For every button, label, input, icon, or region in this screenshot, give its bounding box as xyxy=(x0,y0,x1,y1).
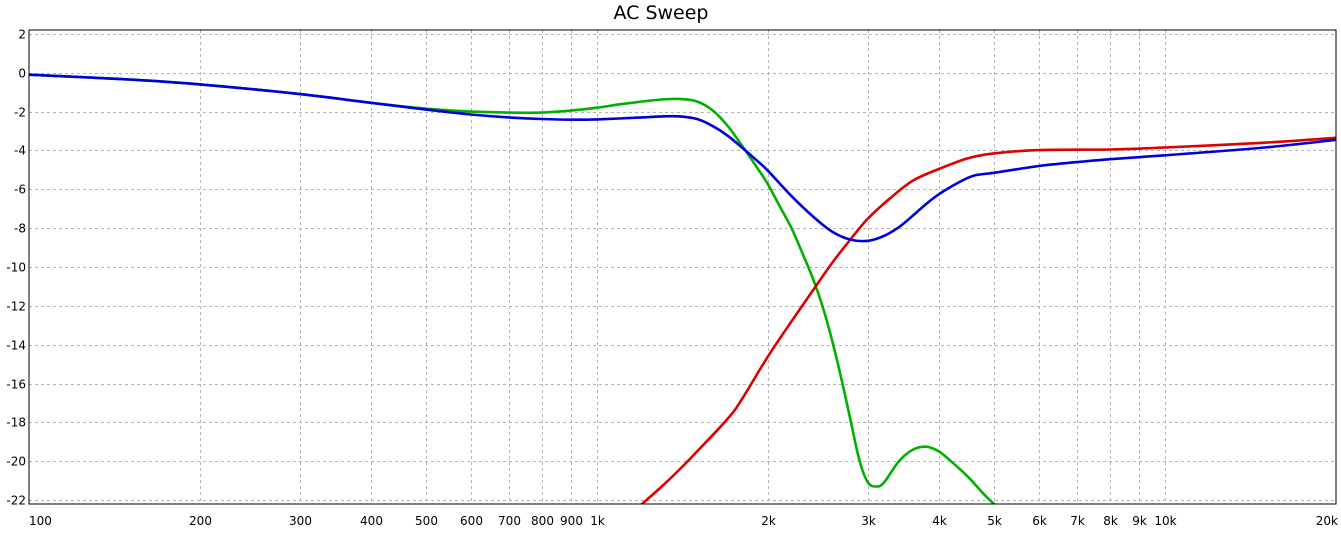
x-tick-label: 8k xyxy=(1103,514,1118,528)
axis-tick-labels: 100 200 300 400 500 600 700 800 900 1k 2k 3k 4k 5k 6k 7… xyxy=(6,28,1338,529)
x-tick-label: 600 xyxy=(460,514,483,528)
plot-area-frame xyxy=(28,29,1337,505)
series-red-line xyxy=(640,136,1336,504)
x-tick-label: 20k xyxy=(1316,514,1338,528)
series-blue-line xyxy=(29,73,1336,243)
x-tick-label: 2k xyxy=(761,514,776,528)
y-tick-label: -14 xyxy=(6,339,26,353)
y-tick-label: 0 xyxy=(18,67,26,81)
x-tick-label: 7k xyxy=(1070,514,1085,528)
grid xyxy=(29,30,1336,504)
x-tick-label: 400 xyxy=(360,514,383,528)
y-tick-label: -12 xyxy=(6,300,26,314)
x-tick-label: 200 xyxy=(189,514,212,528)
x-tick-label: 10k xyxy=(1154,514,1176,528)
x-tick-label: 100 xyxy=(29,514,52,528)
y-tick-label: -8 xyxy=(14,222,26,236)
x-tick-label: 6k xyxy=(1032,514,1047,528)
y-tick-label: -18 xyxy=(6,416,26,430)
x-tick-label: 700 xyxy=(498,514,521,528)
x-tick-label: 5k xyxy=(987,514,1002,528)
series-green-line xyxy=(29,73,996,504)
y-tick-label: -10 xyxy=(6,261,26,275)
x-tick-label: 4k xyxy=(932,514,947,528)
x-tick-label: 300 xyxy=(289,514,312,528)
y-tick-label: -20 xyxy=(6,455,26,469)
y-tick-label: -6 xyxy=(14,183,26,197)
y-tick-label: -22 xyxy=(6,494,26,508)
x-tick-label: 1k xyxy=(590,514,605,528)
x-tick-label: 3k xyxy=(861,514,876,528)
y-tick-label: -4 xyxy=(14,144,26,158)
x-tick-label: 500 xyxy=(415,514,438,528)
x-tick-label: 9k xyxy=(1132,514,1147,528)
x-tick-label: 900 xyxy=(560,514,583,528)
y-tick-label: 2 xyxy=(18,28,26,42)
y-tick-label: -16 xyxy=(6,378,26,392)
x-tick-label: 800 xyxy=(531,514,554,528)
y-tick-label: -2 xyxy=(14,106,26,120)
chart-title: AC Sweep xyxy=(613,2,709,24)
plot-series xyxy=(29,73,1336,504)
